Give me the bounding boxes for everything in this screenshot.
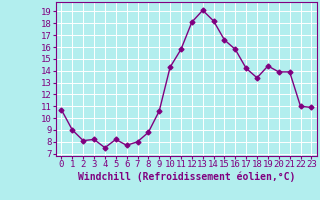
X-axis label: Windchill (Refroidissement éolien,°C): Windchill (Refroidissement éolien,°C) (78, 172, 295, 182)
